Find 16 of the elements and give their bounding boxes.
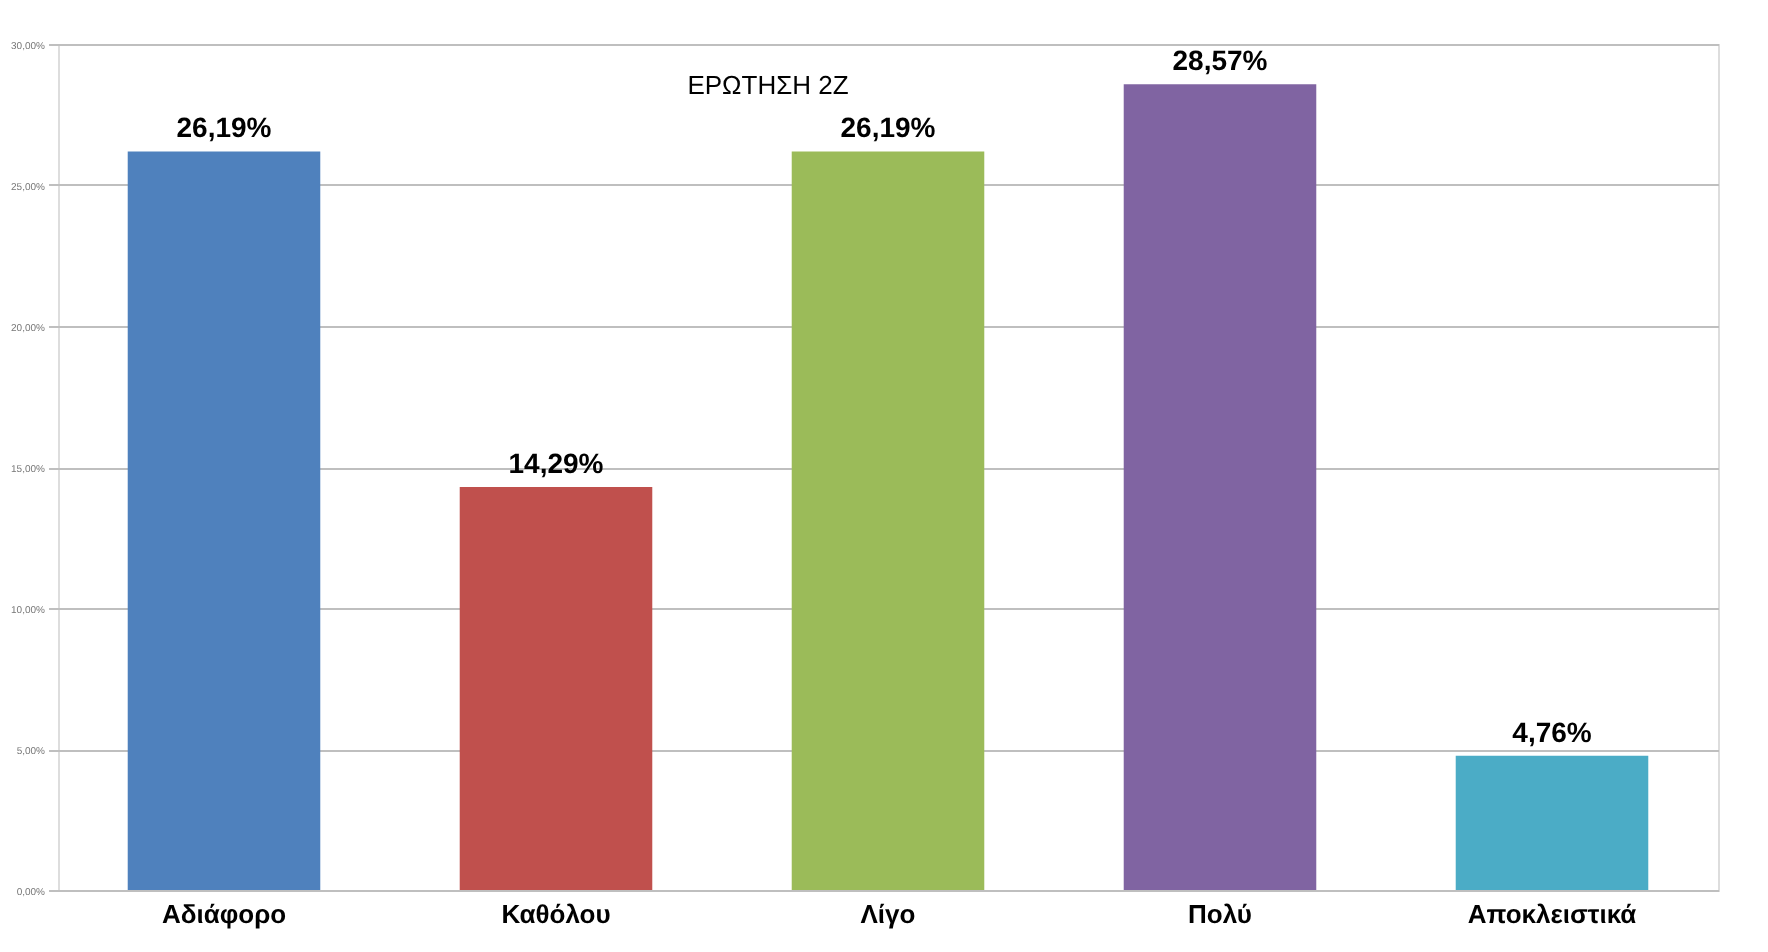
data-label: 26,19% xyxy=(840,111,937,144)
data-label: 14,29% xyxy=(508,447,605,480)
bar xyxy=(127,151,321,890)
text: ΕΡΩΤΗΣΗ 2Ζ xyxy=(687,70,849,100)
bar xyxy=(791,151,985,890)
bar xyxy=(459,487,653,890)
x-tick-label: Αποκλειστικά xyxy=(1467,899,1637,929)
x-tick-label: Αδιάφορο xyxy=(161,899,287,929)
data-label: 28,57% xyxy=(1172,44,1269,77)
x-tick-label: Λίγο xyxy=(860,899,916,929)
data-label: 4,76% xyxy=(1512,715,1593,748)
bar xyxy=(1455,755,1649,890)
bar xyxy=(1123,84,1317,890)
x-tick-label: Πολύ xyxy=(1188,899,1253,929)
x-tick-label: Καθόλου xyxy=(501,899,612,929)
data-label: 26,19% xyxy=(176,111,273,144)
